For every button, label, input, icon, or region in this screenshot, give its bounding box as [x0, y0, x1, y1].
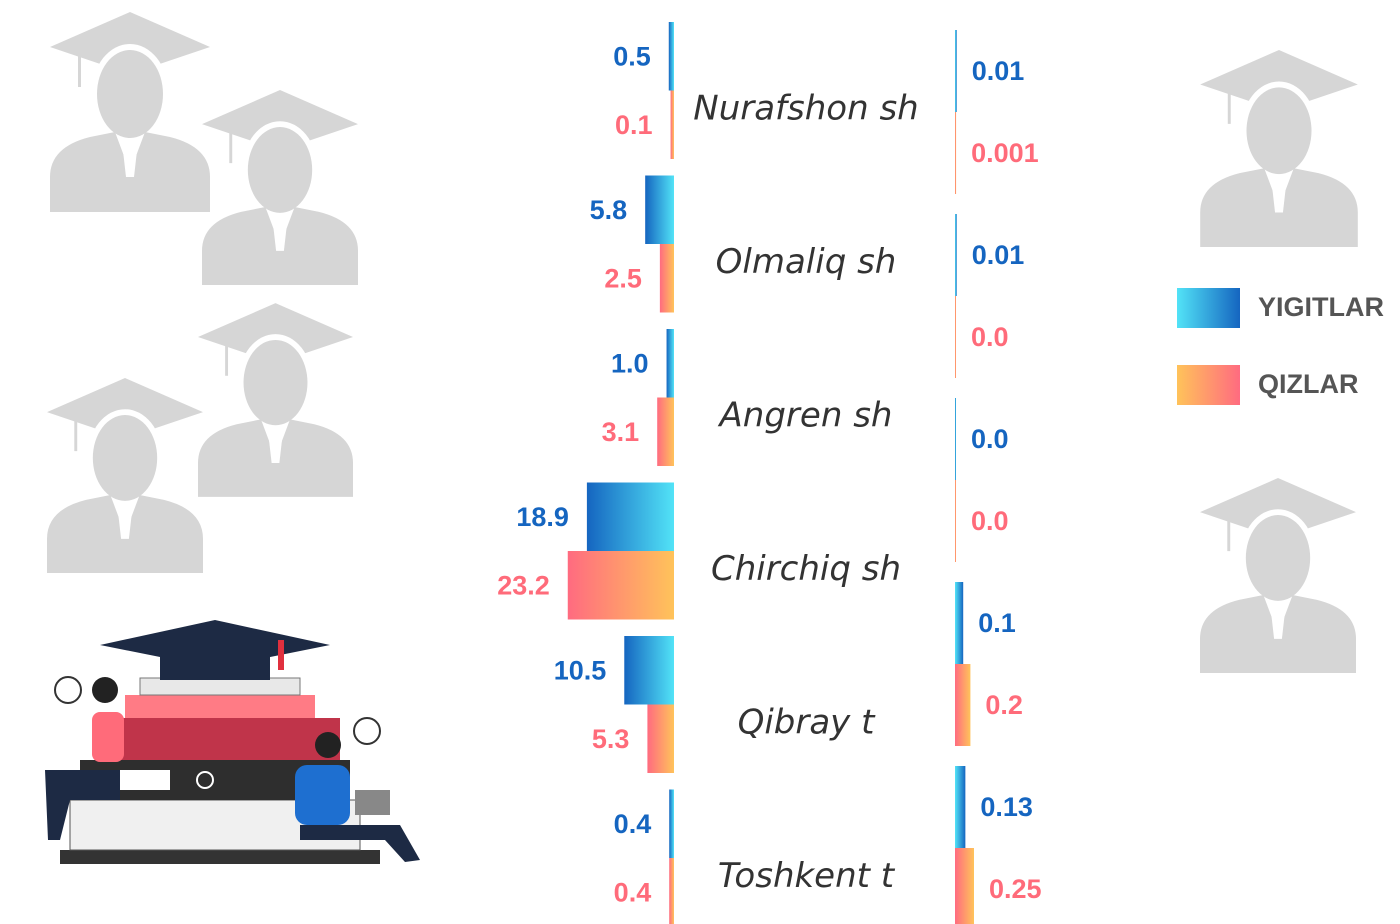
- legend: YIGITLAR QIZLAR: [1177, 288, 1384, 405]
- value-label: 0.001: [971, 138, 1039, 168]
- bar: [668, 22, 674, 91]
- category-label: Toshkent t: [718, 856, 896, 896]
- bar: [955, 30, 957, 112]
- value-label: 0.13: [980, 792, 1033, 822]
- bar: [955, 296, 956, 378]
- bar: [955, 582, 964, 664]
- value-label: 0.01: [972, 240, 1025, 270]
- value-label: 0.1: [978, 608, 1016, 638]
- value-label: 0.01: [972, 56, 1025, 86]
- value-label: 0.25: [989, 874, 1042, 904]
- value-label: 0.0: [971, 322, 1009, 352]
- value-label: 3.1: [602, 417, 640, 447]
- value-label: 5.3: [592, 724, 630, 754]
- bar: [955, 664, 971, 746]
- bar: [955, 112, 957, 194]
- bar: [955, 398, 956, 480]
- value-label: 0.0: [971, 506, 1009, 536]
- bar: [657, 397, 674, 466]
- category-label: Chirchiq sh: [711, 549, 901, 589]
- legend-swatch: [1177, 288, 1240, 328]
- bar: [670, 90, 674, 159]
- study-illustration: [45, 620, 420, 864]
- value-label: 2.5: [604, 263, 642, 293]
- category-label: Qibray t: [738, 703, 877, 743]
- bar: [586, 482, 674, 551]
- category-label: Angren sh: [718, 396, 893, 436]
- value-label: 0.2: [985, 690, 1023, 720]
- legend-swatch: [1177, 365, 1240, 405]
- bar: [666, 329, 674, 398]
- value-label: 0.4: [614, 809, 652, 839]
- bar: [955, 766, 966, 848]
- value-label: 23.2: [497, 570, 550, 600]
- value-label: 0.1: [615, 110, 653, 140]
- bar: [624, 636, 674, 705]
- bar: [645, 175, 674, 244]
- value-label: 0.0: [971, 424, 1009, 454]
- value-label: 10.5: [554, 655, 607, 685]
- category-label: Olmaliq sh: [716, 242, 897, 282]
- bar: [669, 858, 674, 924]
- value-label: 1.0: [611, 348, 649, 378]
- bar: [647, 704, 674, 773]
- bar: [955, 214, 957, 296]
- category-label: Nurafshon sh: [693, 89, 918, 129]
- bar: [659, 244, 674, 313]
- bar: [669, 789, 674, 858]
- value-label: 5.8: [590, 195, 628, 225]
- bar: [955, 848, 974, 924]
- value-label: 0.4: [614, 877, 652, 907]
- bar: [955, 480, 956, 562]
- bar: [567, 551, 674, 620]
- value-label: 18.9: [516, 502, 569, 532]
- legend-label: QIZLAR: [1258, 369, 1359, 399]
- legend-label: YIGITLAR: [1258, 292, 1384, 322]
- value-label: 0.5: [613, 41, 651, 71]
